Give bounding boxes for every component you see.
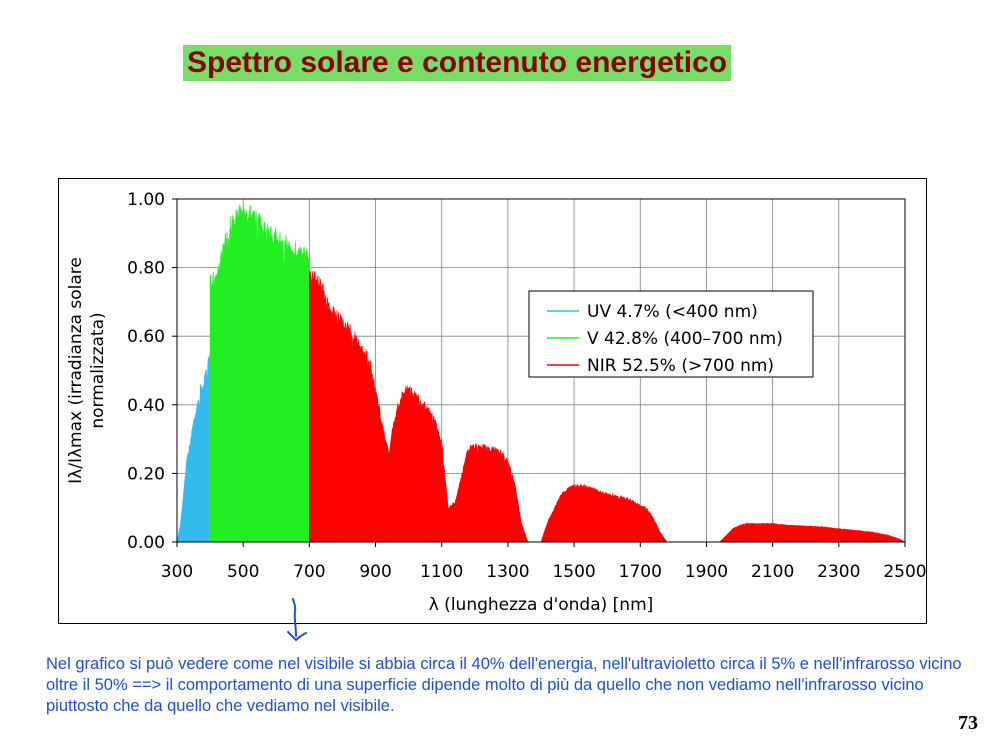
x-tick-label: 2500	[883, 562, 926, 582]
x-tick-label: 900	[359, 562, 391, 582]
y-tick-label: 0.80	[127, 259, 165, 279]
legend-label: V 42.8% (400–700 nm)	[587, 329, 783, 349]
series-area-1	[209, 204, 310, 543]
chart-frame: 300 500 700 900 1100 1300 1500 1700 1900 2100 2300…	[58, 178, 927, 624]
x-tick-label: 500	[227, 562, 259, 582]
hand-drawn-down-arrow-icon	[287, 598, 307, 642]
page-number: 73	[958, 712, 978, 734]
legend-box	[528, 290, 814, 378]
y-tick-label: 1.00	[127, 190, 165, 210]
x-tick-label: 1100	[420, 562, 463, 582]
y-axis-label-line1: Iλ/Iλmax (irradianza solare	[66, 257, 86, 484]
x-tick-label: 1500	[552, 562, 595, 582]
x-tick-label: 2300	[817, 562, 860, 582]
legend-label: UV 4.7% (<400 nm)	[587, 302, 758, 322]
y-axis-label: Iλ/Iλmax (irradianza solare normalizzata)	[66, 257, 108, 484]
plot-border	[176, 198, 906, 543]
caption-text: Nel grafico si può vedere come nel visib…	[46, 655, 962, 715]
y-axis-label-line2: normalizzata)	[88, 312, 108, 428]
y-tick-label: 0.60	[127, 327, 165, 347]
y-tick-label: 0.00	[127, 533, 165, 553]
x-tick-label: 1900	[685, 562, 728, 582]
y-tick-label: 0.40	[127, 396, 165, 416]
legend-label: NIR 52.5% (>700 nm)	[587, 356, 774, 376]
legend-layer: UV 4.7% (<400 nm) V 42.8% (400–700 nm) NIR…	[528, 290, 814, 378]
slide-title: Spettro solare e contenuto energetico	[183, 45, 732, 81]
area-layer	[176, 204, 907, 543]
spectrum-chart: 300 500 700 900 1100 1300 1500 1700 1900 2100 2300…	[66, 190, 926, 615]
x-tick-label: 300	[161, 562, 193, 582]
series-area-0	[176, 354, 211, 543]
x-tick-label: 2100	[751, 562, 794, 582]
x-tick-label: 1700	[619, 562, 662, 582]
y-tick-label: 0.20	[127, 464, 165, 484]
axis-layer: 300 500 700 900 1100 1300 1500 1700 1900 2100 2300…	[66, 190, 926, 615]
series-area-2	[309, 270, 907, 543]
x-tick-label: 700	[293, 562, 325, 582]
x-tick-label: 1300	[486, 562, 529, 582]
x-axis-label: λ (lunghezza d'onda) [nm]	[429, 595, 654, 615]
